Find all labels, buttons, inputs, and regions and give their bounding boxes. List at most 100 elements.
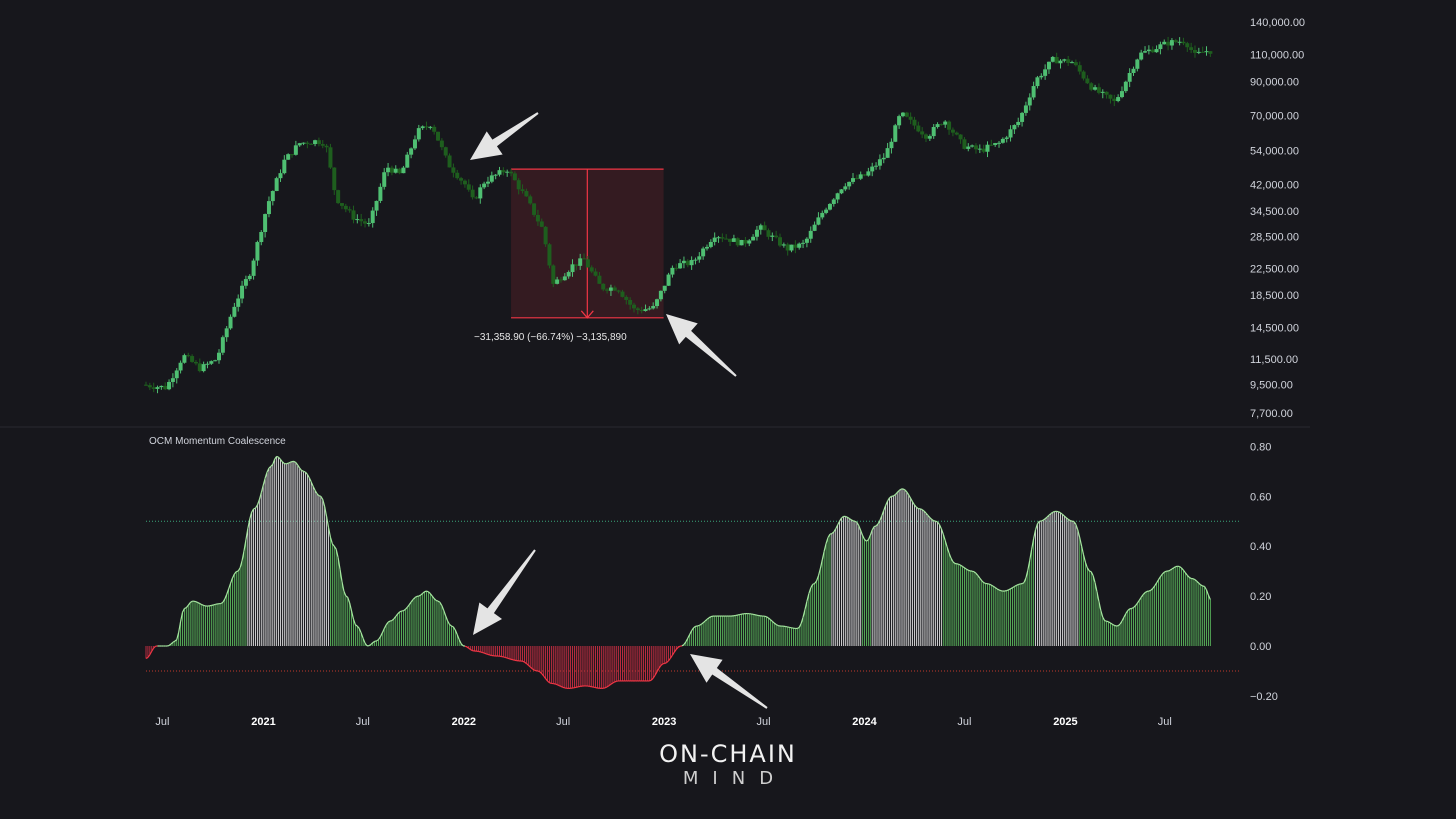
osc-line-segment <box>345 595 349 598</box>
osc-line-segment <box>1065 517 1069 520</box>
price-candle <box>324 143 329 153</box>
candle-body <box>620 291 625 297</box>
osc-line-segment <box>850 519 854 522</box>
osc-line-segment <box>522 660 525 663</box>
osc-line-segment <box>356 625 360 629</box>
price-candle <box>436 131 441 141</box>
price-candle <box>874 162 879 170</box>
osc-tick-label: −0.20 <box>1250 691 1278 703</box>
candle-body <box>685 260 690 266</box>
osc-line-segment <box>412 597 416 600</box>
osc-line-segment <box>485 653 489 656</box>
candle-body <box>666 274 671 286</box>
osc-line-segment <box>1144 590 1148 594</box>
price-candle <box>1023 101 1028 116</box>
candle-body <box>451 167 456 173</box>
osc-line-segment <box>362 638 366 644</box>
osc-line-segment <box>270 463 274 467</box>
price-candle <box>1112 94 1117 107</box>
osc-line-segment <box>418 594 422 597</box>
osc-line-segment <box>1077 529 1081 538</box>
osc-line-segment <box>699 623 702 626</box>
candle-body <box>397 168 402 174</box>
osc-line-segment <box>819 559 823 569</box>
candle-body <box>163 385 168 390</box>
osc-line-segment <box>395 613 399 617</box>
price-candle <box>970 144 975 148</box>
candle-body <box>1054 56 1059 64</box>
price-candle <box>989 139 994 146</box>
price-candle <box>1131 66 1136 76</box>
price-candle <box>155 385 160 394</box>
osc-line-segment <box>769 619 773 622</box>
osc-line-segment <box>282 461 285 465</box>
price-candle <box>497 166 502 177</box>
osc-line-segment <box>685 637 689 643</box>
price-candle <box>747 239 752 247</box>
price-candle <box>512 171 517 181</box>
candle-body <box>251 260 256 276</box>
osc-line-segment <box>906 491 910 496</box>
candle-body <box>624 296 629 300</box>
candle-body <box>1100 91 1105 93</box>
candle-body <box>1035 77 1040 87</box>
osc-line-segment <box>833 528 837 533</box>
candle-body <box>389 167 394 173</box>
osc-line-segment <box>447 620 451 625</box>
candle-body <box>1062 59 1067 61</box>
candle-body <box>751 236 756 241</box>
price-tick-label: 90,000.00 <box>1250 77 1299 89</box>
price-candle <box>751 234 756 241</box>
candle-body <box>1108 94 1113 99</box>
price-candle <box>562 273 567 281</box>
price-candle <box>1181 37 1186 46</box>
candle-body <box>797 243 802 248</box>
candle-body <box>520 189 525 192</box>
osc-line-segment <box>808 587 812 595</box>
price-candle <box>389 165 394 176</box>
osc-line-segment <box>428 591 431 595</box>
candle-body <box>159 385 164 388</box>
price-candle <box>605 288 610 294</box>
candle-body <box>228 316 233 329</box>
price-candle <box>812 221 817 232</box>
price-tick-label: 14,500.00 <box>1250 323 1299 335</box>
price-candle <box>213 359 218 362</box>
osc-line-segment <box>1008 588 1011 591</box>
candle-body <box>678 263 683 269</box>
candle-body <box>424 126 429 128</box>
osc-line-segment <box>1127 608 1131 612</box>
osc-line-segment <box>862 535 866 540</box>
price-candle <box>416 124 421 142</box>
osc-line-segment <box>902 488 906 491</box>
price-candle <box>585 255 590 268</box>
price-candle <box>997 140 1002 148</box>
osc-line-segment <box>666 660 669 664</box>
candle-body <box>167 381 172 390</box>
osc-line-segment <box>1023 577 1027 583</box>
osc-tick-label: 0.20 <box>1250 591 1271 603</box>
logo-line-1: ON-CHAIN <box>659 740 797 768</box>
price-candle <box>804 237 809 248</box>
osc-line-segment <box>231 573 235 579</box>
candle-body <box>1143 51 1148 53</box>
price-candle <box>263 213 268 238</box>
osc-line-segment <box>898 488 902 491</box>
candle-body <box>290 154 295 156</box>
candle-body <box>1020 112 1025 122</box>
osc-line-segment <box>998 589 1002 592</box>
price-candle <box>1039 73 1044 80</box>
candle-body <box>1104 91 1109 95</box>
price-candle <box>931 124 936 139</box>
candle-body <box>889 141 894 149</box>
candle-body <box>728 238 733 242</box>
price-tick-label: 18,500.00 <box>1250 290 1299 302</box>
candle-body <box>778 237 783 246</box>
candle-body <box>236 298 241 307</box>
osc-line-segment <box>827 533 831 538</box>
osc-line-segment <box>835 524 839 530</box>
osc-line-segment <box>1148 589 1152 592</box>
osc-line-segment <box>1033 529 1037 539</box>
price-candle <box>455 169 460 180</box>
candle-body <box>174 370 179 379</box>
